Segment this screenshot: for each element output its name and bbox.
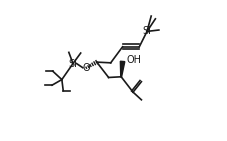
Text: O: O <box>82 63 90 73</box>
Text: Si: Si <box>143 26 151 36</box>
Text: Si: Si <box>69 59 77 69</box>
Text: OH: OH <box>127 55 142 65</box>
Polygon shape <box>120 61 125 77</box>
